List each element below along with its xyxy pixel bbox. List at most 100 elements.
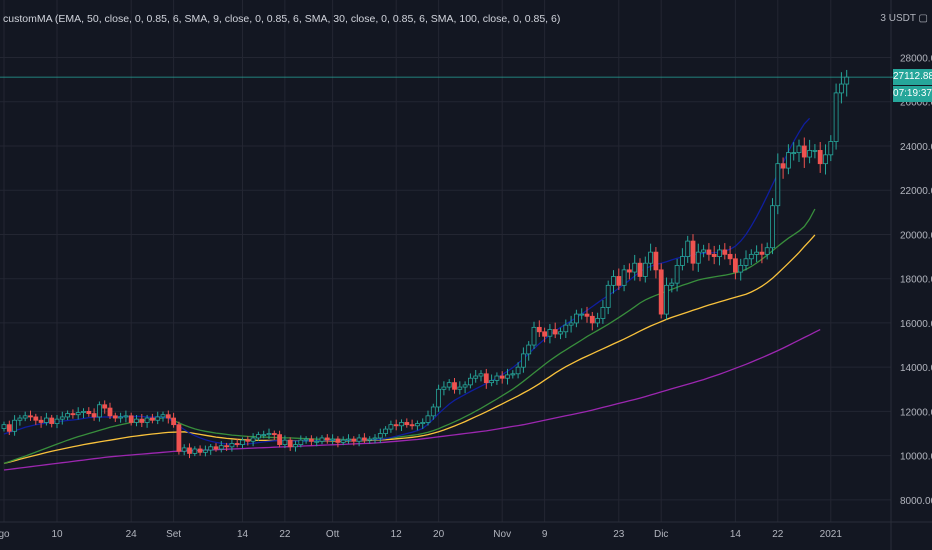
candle-body (377, 433, 383, 439)
candle-body (674, 265, 680, 284)
candle-body (494, 375, 500, 381)
candle-body (807, 150, 812, 158)
candle-body (791, 152, 797, 155)
currency-unit-label[interactable]: 3 USDT ▢ (880, 13, 928, 24)
candle-body (234, 443, 240, 445)
candle-body (536, 326, 542, 333)
candle-body (319, 437, 325, 442)
candle-body (632, 262, 638, 273)
candle-body (775, 163, 781, 207)
candle-body (324, 437, 330, 441)
candle-body (542, 331, 547, 337)
x-tick-label: Nov (493, 529, 511, 540)
candle-body (282, 439, 288, 445)
candle-body (346, 438, 351, 441)
candle-body (287, 439, 293, 448)
candle-body (658, 269, 664, 315)
candle-body (165, 414, 171, 419)
candle-body (160, 414, 166, 418)
candle-body (149, 417, 155, 421)
candle-body (44, 417, 49, 423)
candle-body (452, 382, 457, 390)
candle-body (314, 440, 320, 443)
candle-body (367, 438, 373, 441)
candle-body (1, 424, 7, 429)
candle-body (187, 447, 192, 454)
candle-body (833, 92, 839, 142)
candle-body (680, 256, 685, 266)
candles (1, 69, 850, 459)
candle-body (293, 444, 298, 448)
candle-body (568, 322, 574, 326)
candle-body (526, 344, 532, 355)
ma-line (3, 234, 816, 465)
candle-body (303, 438, 309, 441)
candle-body (738, 265, 744, 273)
candle-body (695, 251, 701, 264)
candle-body (229, 443, 235, 448)
y-tick-label: 12000.00 (900, 407, 932, 418)
candle-body (97, 404, 102, 418)
candle-body (176, 424, 182, 452)
candle-body (54, 418, 60, 424)
candle-body (801, 145, 807, 158)
bar-countdown-tag: 07:19:37 (893, 86, 932, 103)
candle-body (409, 424, 415, 427)
y-tick-label: 14000.00 (900, 363, 932, 374)
candle-body (197, 448, 203, 453)
candle-body (467, 377, 473, 386)
candle-body (308, 438, 314, 442)
candle-body (298, 439, 304, 445)
candle-body (754, 251, 759, 255)
candle-body (499, 375, 505, 379)
candle-body (817, 150, 823, 165)
candle-body (383, 428, 389, 434)
last-price-tag: 27112.88 (893, 69, 932, 86)
candle-body (102, 404, 108, 409)
candle-body (589, 315, 595, 324)
candle-body (690, 240, 696, 264)
candle-body (611, 276, 616, 286)
price-axis[interactable]: 8000.00 10000.00 12000.00 14000.00 16000.00 1… (900, 54, 932, 507)
y-tick-label: 18000.00 (900, 275, 932, 286)
x-tick-label: go (0, 529, 10, 540)
indicator-legend[interactable]: customMA (EMA, 50, close, 0, 0.85, 6, SM… (3, 13, 561, 25)
candle-body (446, 382, 452, 388)
candle-body (685, 240, 691, 257)
candle-body (733, 258, 738, 273)
candle-body (844, 76, 850, 85)
candle-body (828, 141, 834, 156)
candle-body (584, 313, 590, 317)
candle-body (340, 439, 346, 443)
candle-body (574, 313, 579, 324)
y-tick-label: 16000.00 (900, 319, 932, 330)
candle-body (727, 253, 733, 260)
x-tick-label: 22 (279, 529, 291, 540)
candle-body (245, 439, 251, 442)
candle-body (823, 154, 828, 165)
candle-body (213, 446, 219, 450)
candle-body (605, 284, 611, 308)
ma-line (3, 329, 821, 471)
candle-body (839, 83, 844, 94)
candle-body (521, 353, 526, 368)
candle-body (266, 433, 272, 436)
candle-body (706, 249, 712, 255)
candle-body (6, 424, 12, 432)
candle-body (430, 406, 436, 417)
x-tick-label: Dic (654, 529, 668, 540)
x-tick-label: 10 (51, 529, 63, 540)
candle-body (128, 415, 134, 423)
candle-body (483, 373, 489, 384)
candle-body (722, 249, 728, 255)
candle-body (22, 415, 28, 419)
y-tick-label: 10000.00 (900, 452, 932, 463)
candle-body (240, 439, 245, 445)
candle-body (600, 307, 606, 319)
candle-body (139, 418, 145, 423)
candle-body (144, 417, 150, 423)
candle-body (414, 423, 420, 427)
time-axis[interactable]: go 10 24 Set 14 22 Ott 12 20 Nov 9 23 Dic 14 22 2021 (0, 529, 842, 540)
candle-body (255, 434, 261, 439)
